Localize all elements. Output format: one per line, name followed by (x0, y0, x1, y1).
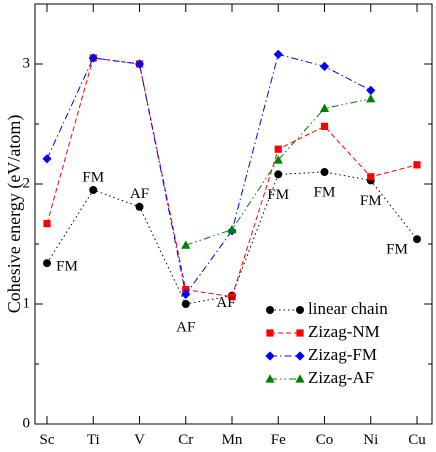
y-tick-label: 3 (23, 55, 31, 71)
legend-entry: Zizag-NM (266, 322, 380, 341)
legend-marker (296, 329, 304, 337)
data-point (273, 155, 283, 164)
annotation-label: FM (56, 259, 78, 275)
data-point (135, 202, 144, 211)
legend-marker (295, 351, 305, 361)
x-tick-label: Mn (222, 432, 243, 448)
legend-label: Zizag-FM (308, 345, 377, 364)
legend-label: Zizag-NM (308, 322, 380, 341)
data-point (181, 300, 190, 308)
x-tick-label: Ti (87, 432, 100, 448)
annotation-label: FM (360, 193, 382, 209)
legend-entry: Zizag-FM (265, 345, 377, 364)
x-tick-label: Sc (40, 432, 55, 448)
data-point (413, 161, 421, 169)
data-point (43, 220, 51, 228)
series-0 (43, 168, 421, 308)
data-point (367, 173, 375, 181)
x-tick-label: V (134, 432, 145, 448)
y-axis-label: Cohesive energy (eV/atom) (4, 115, 25, 314)
annotation-label: FM (82, 169, 104, 185)
data-point (366, 85, 376, 95)
data-point (320, 168, 329, 176)
series-line (46, 171, 418, 305)
series-line (46, 53, 371, 296)
x-tick-label: Ni (363, 432, 378, 448)
data-point (320, 122, 329, 130)
data-point (42, 154, 52, 164)
annotation-label: AF (130, 186, 149, 202)
data-point (181, 289, 191, 299)
data-point (273, 49, 283, 59)
data-point (182, 286, 190, 294)
x-tick-label: Cu (408, 432, 426, 448)
annotation-label: AF (216, 295, 235, 311)
data-point (366, 94, 376, 103)
legend-label: linear chain (308, 299, 388, 318)
legend-marker (266, 329, 274, 337)
data-point (274, 145, 282, 153)
x-tick-label: Co (316, 432, 334, 448)
legend-marker (265, 374, 275, 383)
legend-marker (296, 306, 304, 314)
x-tick-label: Fe (271, 432, 286, 448)
y-tick-label: 0 (23, 415, 31, 431)
data-point (88, 53, 98, 63)
x-tick-label: Cr (178, 432, 193, 448)
y-tick-label: 1 (23, 295, 31, 311)
data-point (413, 235, 421, 244)
data-point (43, 259, 51, 268)
annotation-label: FM (386, 242, 408, 258)
data-point (181, 240, 191, 249)
annotation-label: FM (314, 184, 336, 200)
data-point (134, 59, 145, 69)
legend-marker (295, 374, 305, 383)
data-point (89, 186, 98, 194)
legend-entry: linear chain (266, 299, 388, 318)
annotation-label: FM (267, 187, 289, 203)
data-point (319, 61, 330, 71)
legend-marker (266, 306, 274, 314)
legend-label: Zizag-AF (308, 368, 374, 387)
data-point (228, 293, 236, 301)
data-point (319, 103, 330, 112)
legend-marker (265, 351, 275, 361)
data-point (274, 170, 283, 179)
data-point (227, 224, 237, 234)
series-3 (181, 94, 376, 249)
legend-entry: Zizag-AF (265, 368, 374, 387)
annotation-label: AF (176, 319, 195, 335)
y-tick-label: 2 (23, 175, 31, 191)
plot-frame (34, 3, 433, 425)
